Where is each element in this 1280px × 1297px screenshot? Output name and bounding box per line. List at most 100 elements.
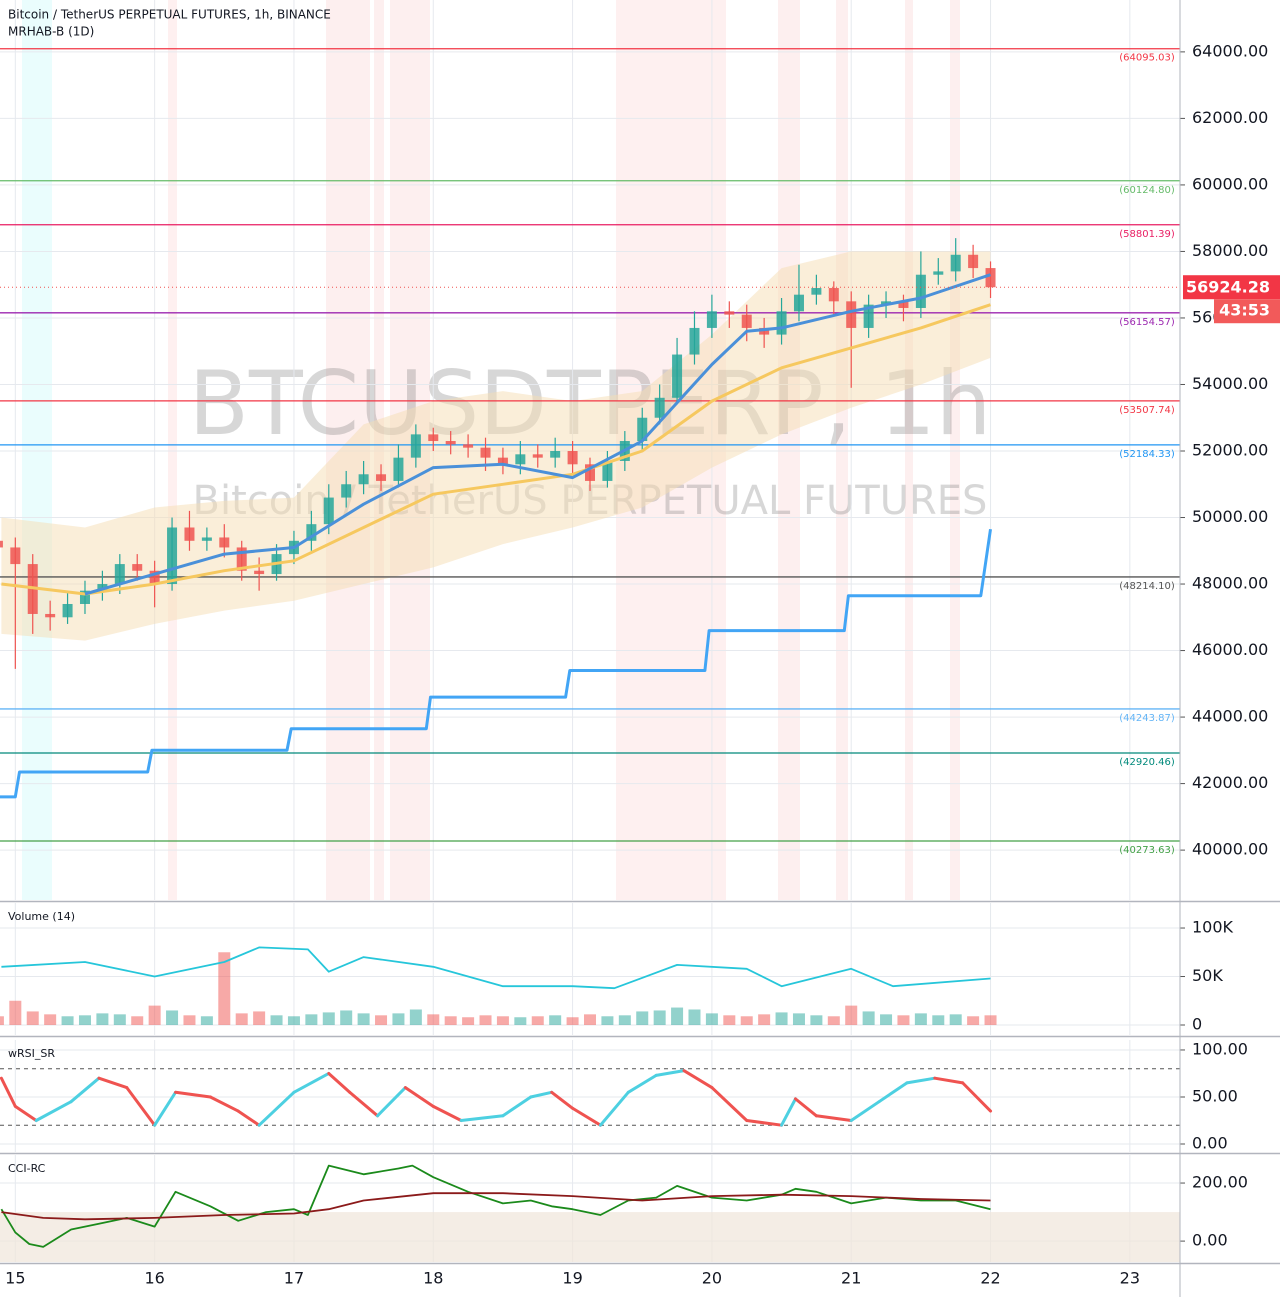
candle-body bbox=[376, 474, 387, 481]
series-segment bbox=[13, 1104, 38, 1122]
volume-bar bbox=[340, 1010, 353, 1026]
pane-title: Volume (14) bbox=[8, 910, 75, 923]
y-tick-label: 50K bbox=[1192, 966, 1223, 985]
series-segment bbox=[431, 1104, 463, 1122]
series-segment bbox=[327, 1071, 352, 1094]
series-segment bbox=[710, 1086, 749, 1122]
chart-title: Bitcoin / TetherUS PERPETUAL FUTURES, 1h… bbox=[8, 8, 331, 22]
candle-body bbox=[445, 441, 456, 445]
candle-body bbox=[846, 301, 857, 328]
level-label: (52184.33) bbox=[1119, 449, 1175, 460]
level-label: (44243.87) bbox=[1119, 713, 1175, 724]
signal-band bbox=[168, 0, 177, 900]
y-tick-label: 60000.00 bbox=[1192, 174, 1268, 193]
y-tick-label: 50.00 bbox=[1192, 1086, 1238, 1105]
candle-body bbox=[323, 497, 334, 525]
series-segment bbox=[292, 1071, 331, 1094]
volume-bar bbox=[496, 1016, 509, 1026]
candle-body bbox=[184, 527, 195, 541]
series-segment bbox=[626, 1073, 658, 1094]
volume-bar bbox=[462, 1017, 475, 1026]
volume-bar bbox=[792, 1013, 805, 1026]
volume-bar bbox=[845, 1005, 858, 1026]
level-label: (42920.46) bbox=[1119, 757, 1175, 768]
candle-body bbox=[497, 457, 508, 465]
series-line bbox=[1, 1192, 991, 1221]
series-segment bbox=[97, 1076, 129, 1090]
x-tick-label: 22 bbox=[980, 1269, 1000, 1288]
volume-bar bbox=[671, 1007, 684, 1026]
y-tick-label: 40000.00 bbox=[1192, 840, 1268, 859]
volume-bar bbox=[967, 1016, 980, 1026]
series-line bbox=[84, 273, 991, 596]
volume-bar bbox=[932, 1015, 945, 1026]
volume-bar bbox=[601, 1016, 614, 1026]
candle-body bbox=[585, 464, 595, 481]
candle-body bbox=[45, 613, 56, 618]
price-tag-label: 56924.28 bbox=[1186, 278, 1270, 297]
candle-body bbox=[968, 254, 979, 269]
y-tick-label: 58000.00 bbox=[1192, 241, 1268, 260]
series-segment bbox=[348, 1090, 380, 1118]
series-line bbox=[1, 946, 991, 990]
y-tick-label: 50000.00 bbox=[1192, 507, 1268, 526]
series-segment bbox=[529, 1090, 554, 1099]
x-tick-label: 21 bbox=[841, 1269, 861, 1288]
volume-bar bbox=[0, 1016, 4, 1026]
series-segment bbox=[961, 1081, 993, 1113]
volume-bar bbox=[44, 1014, 57, 1026]
candle-body bbox=[219, 537, 230, 548]
volume-bar bbox=[357, 1013, 370, 1026]
volume-bar bbox=[705, 1013, 718, 1026]
volume-bar bbox=[584, 1014, 596, 1026]
x-tick-label: 17 bbox=[284, 1269, 304, 1288]
series-line bbox=[0, 1164, 991, 1248]
y-tick-label: 0 bbox=[1192, 1015, 1202, 1034]
series-segment bbox=[459, 1114, 505, 1122]
pane bbox=[0, 1040, 1180, 1152]
candle-body bbox=[741, 314, 752, 328]
level-label: (64095.03) bbox=[1119, 53, 1175, 64]
candle-body bbox=[463, 444, 474, 448]
candle-body bbox=[236, 547, 247, 571]
volume-bar bbox=[549, 1015, 562, 1026]
candle-body bbox=[881, 301, 892, 305]
volume-bar bbox=[810, 1015, 823, 1026]
candle-body bbox=[776, 311, 787, 335]
candle-body bbox=[672, 354, 683, 398]
level-label: (58801.39) bbox=[1119, 229, 1175, 240]
y-tick-label: 0.00 bbox=[1192, 1231, 1228, 1250]
volume-bar bbox=[113, 1014, 126, 1026]
candle-body bbox=[532, 454, 543, 458]
volume-bar bbox=[636, 1011, 649, 1026]
candle-body bbox=[567, 450, 578, 465]
volume-bar bbox=[775, 1012, 788, 1026]
volume-bar bbox=[235, 1013, 248, 1026]
level-label: (60124.80) bbox=[1119, 185, 1175, 196]
candle-body bbox=[898, 301, 909, 308]
series-segment bbox=[654, 1069, 686, 1077]
volume-bar bbox=[270, 1015, 283, 1026]
series-segment bbox=[933, 1076, 965, 1085]
y-tick-label: 42000.00 bbox=[1192, 773, 1268, 792]
candle-body bbox=[358, 474, 369, 485]
candle-body bbox=[114, 564, 125, 585]
y-tick-label: 100.00 bbox=[1192, 1039, 1248, 1058]
candle-body bbox=[480, 447, 491, 458]
y-tick-label: 44000.00 bbox=[1192, 707, 1268, 726]
signal-band bbox=[905, 0, 913, 900]
volume-bar bbox=[200, 1016, 213, 1026]
pane bbox=[0, 1155, 1180, 1262]
series-segment bbox=[0, 1076, 17, 1108]
volume-bar bbox=[740, 1016, 753, 1026]
y-tick-label: 46000.00 bbox=[1192, 640, 1268, 659]
volume-bar bbox=[183, 1015, 196, 1026]
countdown-tag bbox=[1214, 299, 1280, 324]
volume-bar bbox=[287, 1016, 300, 1026]
series-segment bbox=[174, 1090, 212, 1099]
y-tick-label: 200.00 bbox=[1192, 1173, 1248, 1192]
pane bbox=[0, 0, 1180, 900]
x-tick-label: 19 bbox=[562, 1269, 582, 1288]
candle-body bbox=[393, 457, 404, 481]
candle-body bbox=[254, 570, 265, 575]
